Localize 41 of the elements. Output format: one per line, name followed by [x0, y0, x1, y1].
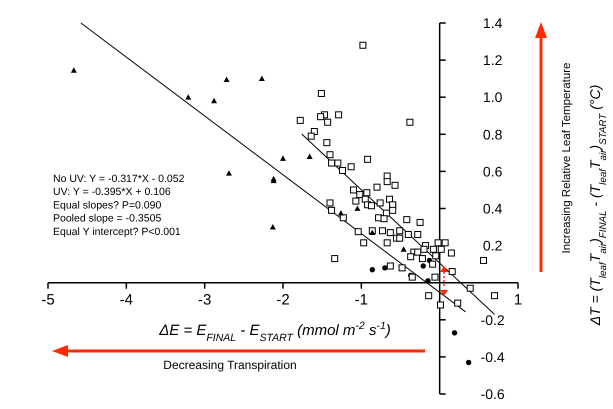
point: [224, 76, 230, 82]
y-tick-label: 1.0: [482, 89, 503, 106]
point: [466, 360, 472, 366]
y-tick-label: 0.8: [482, 126, 503, 142]
point: [420, 263, 426, 269]
point: [400, 246, 407, 252]
annotation: Decreasing Transpiration: [163, 358, 297, 372]
point: [370, 267, 375, 272]
point: [70, 67, 77, 73]
annotation: Equal slopes? P=0.090: [53, 199, 162, 212]
point: [452, 330, 458, 336]
point: [338, 210, 344, 216]
text: Increasing Relative Leaf Temperature: [561, 62, 573, 254]
text: ΔE = E$_{FINAL}$ - E$_{START}$ (mmol m$^{-2}$ s$^{-1}$): [159, 320, 391, 344]
point: [185, 94, 192, 100]
y-tick-label: -0.2: [480, 312, 505, 328]
y-tick-label: 1.2: [482, 52, 503, 68]
point: [280, 155, 286, 161]
point: [306, 154, 313, 159]
x-tick-label: -2: [276, 292, 290, 309]
point: [369, 230, 376, 236]
annotation: UV: Y = -0.395*X + 0.106: [53, 186, 171, 198]
y-tick-label: 1.4: [482, 15, 503, 31]
x-tick-label: -1: [354, 292, 368, 309]
y-tick-label: -0.6: [480, 386, 505, 402]
point: [354, 206, 360, 211]
y-tick-label: 0.2: [482, 238, 503, 254]
y-tick-label: -0.4: [480, 348, 505, 365]
annotation: Pooled slope = -0.3505: [53, 212, 162, 225]
y-tick-label: 0.4: [482, 200, 503, 216]
y-tick-label: 0.6: [482, 163, 503, 180]
annotation: No UV: Y = -0.317*X - 0.052: [53, 173, 185, 185]
point: [226, 170, 232, 176]
point: [211, 98, 218, 104]
annotation: Equal Y intercept? P<0.001: [53, 226, 181, 238]
x-tick-label: -3: [198, 292, 212, 309]
point: [270, 224, 276, 230]
x-tick-label: -4: [120, 292, 134, 309]
x-tick-label: 1: [514, 292, 522, 309]
point: [258, 76, 265, 82]
x-tick-label: -5: [41, 292, 55, 309]
